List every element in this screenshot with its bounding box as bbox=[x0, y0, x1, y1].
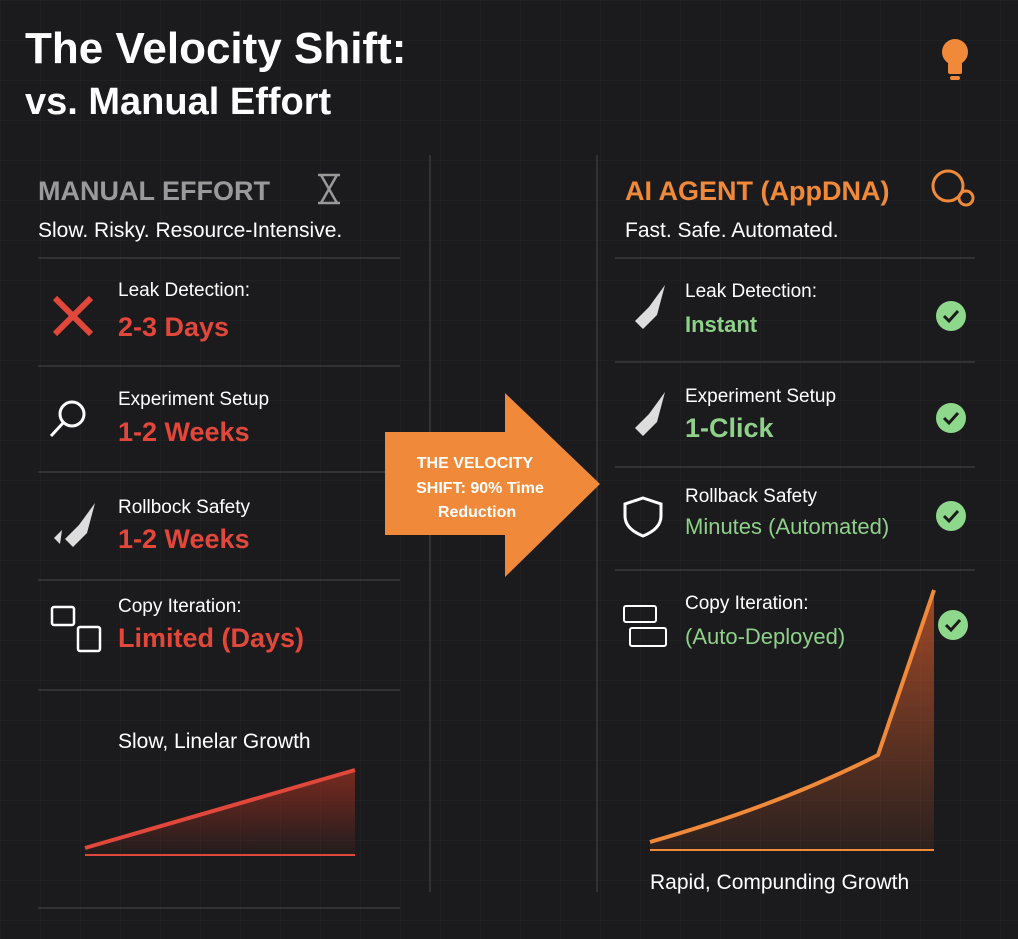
row-value: (Auto-Deployed) bbox=[685, 624, 845, 649]
row-label: Copy Iteration: bbox=[685, 593, 809, 614]
row-label: Leak Detection: bbox=[118, 280, 250, 301]
row-value: 1-Click bbox=[685, 413, 775, 443]
row-value: 1-2 Weeks bbox=[118, 524, 250, 554]
manual-heading: MANUAL EFFORT bbox=[38, 176, 270, 206]
row-value: Minutes (Automated) bbox=[685, 514, 889, 539]
row-label: Experiment Setup bbox=[685, 386, 836, 407]
growth-area bbox=[650, 590, 934, 850]
shield-icon bbox=[623, 496, 663, 538]
arrow-text: SHIFT: 90% Time bbox=[416, 480, 544, 497]
arrow-text: Reduction bbox=[438, 504, 516, 521]
search-icon bbox=[49, 400, 86, 438]
title: The Velocity Shift: bbox=[25, 24, 406, 73]
x-icon bbox=[52, 295, 94, 337]
row-value: Limited (Days) bbox=[118, 623, 304, 653]
growth-line bbox=[84, 768, 356, 850]
arrow-text: THE VELOCITY bbox=[417, 455, 534, 472]
row-value: Instant bbox=[685, 312, 758, 337]
copy-icon bbox=[50, 605, 102, 653]
agent-heading: AI AGENT (AppDNA) bbox=[625, 176, 889, 206]
agent-tagline: Fast. Safe. Automated. bbox=[625, 219, 839, 242]
lightbulb-icon bbox=[942, 39, 968, 80]
subtitle: vs. Manual Effort bbox=[25, 81, 331, 123]
hourglass-icon bbox=[318, 173, 340, 205]
check-icons bbox=[936, 301, 968, 640]
growth-label: Slow, Linelar Growth bbox=[118, 730, 311, 753]
ab-icon bbox=[623, 605, 667, 647]
dividers-right bbox=[615, 257, 975, 571]
row-label: Copy Iteration: bbox=[118, 596, 242, 617]
dividers-left bbox=[38, 257, 400, 909]
row-label: Rollbock Safety bbox=[118, 497, 251, 518]
row-label: Leak Detection: bbox=[685, 281, 817, 302]
row-value: 1-2 Weeks bbox=[118, 417, 250, 447]
growth-label: Rapid, Compunding Growth bbox=[650, 871, 909, 894]
row-label: Experiment Setup bbox=[118, 389, 269, 410]
brain-icon bbox=[931, 169, 975, 207]
manual-tagline: Slow. Risky. Resource-Intensive. bbox=[38, 219, 342, 242]
rocket-icon bbox=[54, 503, 95, 556]
arrow bbox=[385, 393, 600, 577]
growth-line bbox=[649, 589, 936, 844]
row-label: Rollback Safety bbox=[685, 486, 818, 507]
rocket-icon bbox=[635, 392, 665, 436]
row-value: 2-3 Days bbox=[118, 312, 229, 342]
rocket-icon bbox=[635, 285, 665, 329]
